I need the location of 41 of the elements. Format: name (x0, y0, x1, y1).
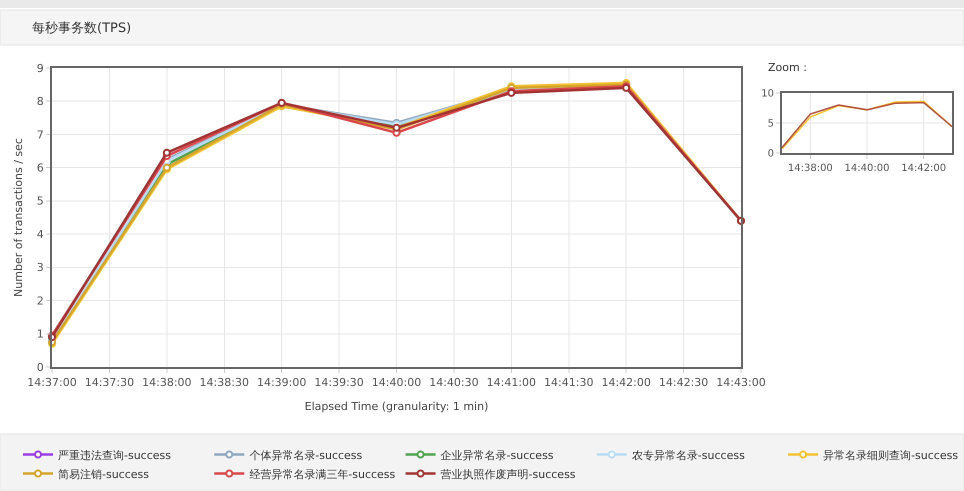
chart-title: Zoom : (768, 61, 807, 74)
x-tick-label: 14:40:00 (844, 163, 890, 174)
x-tick-label: 14:42:30 (658, 376, 708, 390)
x-tick-label: 14:37:30 (84, 376, 134, 390)
x-tick-label: 14:39:30 (314, 376, 364, 390)
x-tick-label: 14:42:00 (901, 163, 946, 174)
x-tick-label: 14:40:30 (429, 376, 479, 390)
x-tick-label: 14:42:00 (601, 376, 651, 390)
x-tick-label: 14:40:00 (372, 376, 422, 390)
legend-label: 农专异常名录-success (632, 448, 746, 462)
y-tick-label: 9 (36, 62, 44, 75)
y-tick-label: 1 (36, 328, 44, 341)
legend-label: 个体异常名录-success (249, 448, 363, 462)
y-tick-label: 8 (36, 95, 44, 108)
y-tick-label: 0 (768, 148, 774, 160)
legend-label: 企业异常名录-success (440, 448, 554, 462)
y-tick-label: 5 (36, 194, 44, 208)
y-tick-label: 6 (36, 162, 44, 175)
y-tick-label: 7 (36, 128, 44, 142)
x-tick-label: 14:41:00 (486, 376, 536, 390)
y-axis-title: Number of transactions / sec (12, 138, 25, 297)
x-tick-label: 14:41:30 (544, 376, 594, 390)
y-tick-label: 3 (36, 261, 44, 274)
x-tick-label: 14:38:00 (142, 376, 192, 390)
y-tick-label: 4 (36, 228, 44, 241)
legend-label: 异常名录细则查询-success (823, 448, 958, 462)
x-tick-label: 14:37:00 (27, 376, 77, 390)
legend-label: 经营异常名录满三年-success (249, 468, 396, 481)
chart-title: 每秒事务数(TPS) (32, 21, 132, 36)
x-tick-label: 14:38:30 (200, 376, 249, 390)
legend-label: 简易注销-success (58, 468, 150, 481)
legend-label: 营业执照作废声明-success (440, 468, 576, 481)
x-tick-label: 14:43:00 (716, 376, 766, 390)
y-tick-label: 5 (768, 118, 774, 130)
y-tick-label: 2 (36, 294, 44, 308)
legend-label: 严重违法查询-success (58, 448, 172, 462)
y-tick-label: 0 (36, 360, 44, 374)
x-axis-title: Elapsed Time (granularity: 1 min) (304, 400, 488, 413)
y-tick-label: 10 (761, 88, 774, 100)
x-tick-label: 14:38:00 (788, 163, 833, 174)
x-tick-label: 14:39:00 (256, 376, 306, 390)
